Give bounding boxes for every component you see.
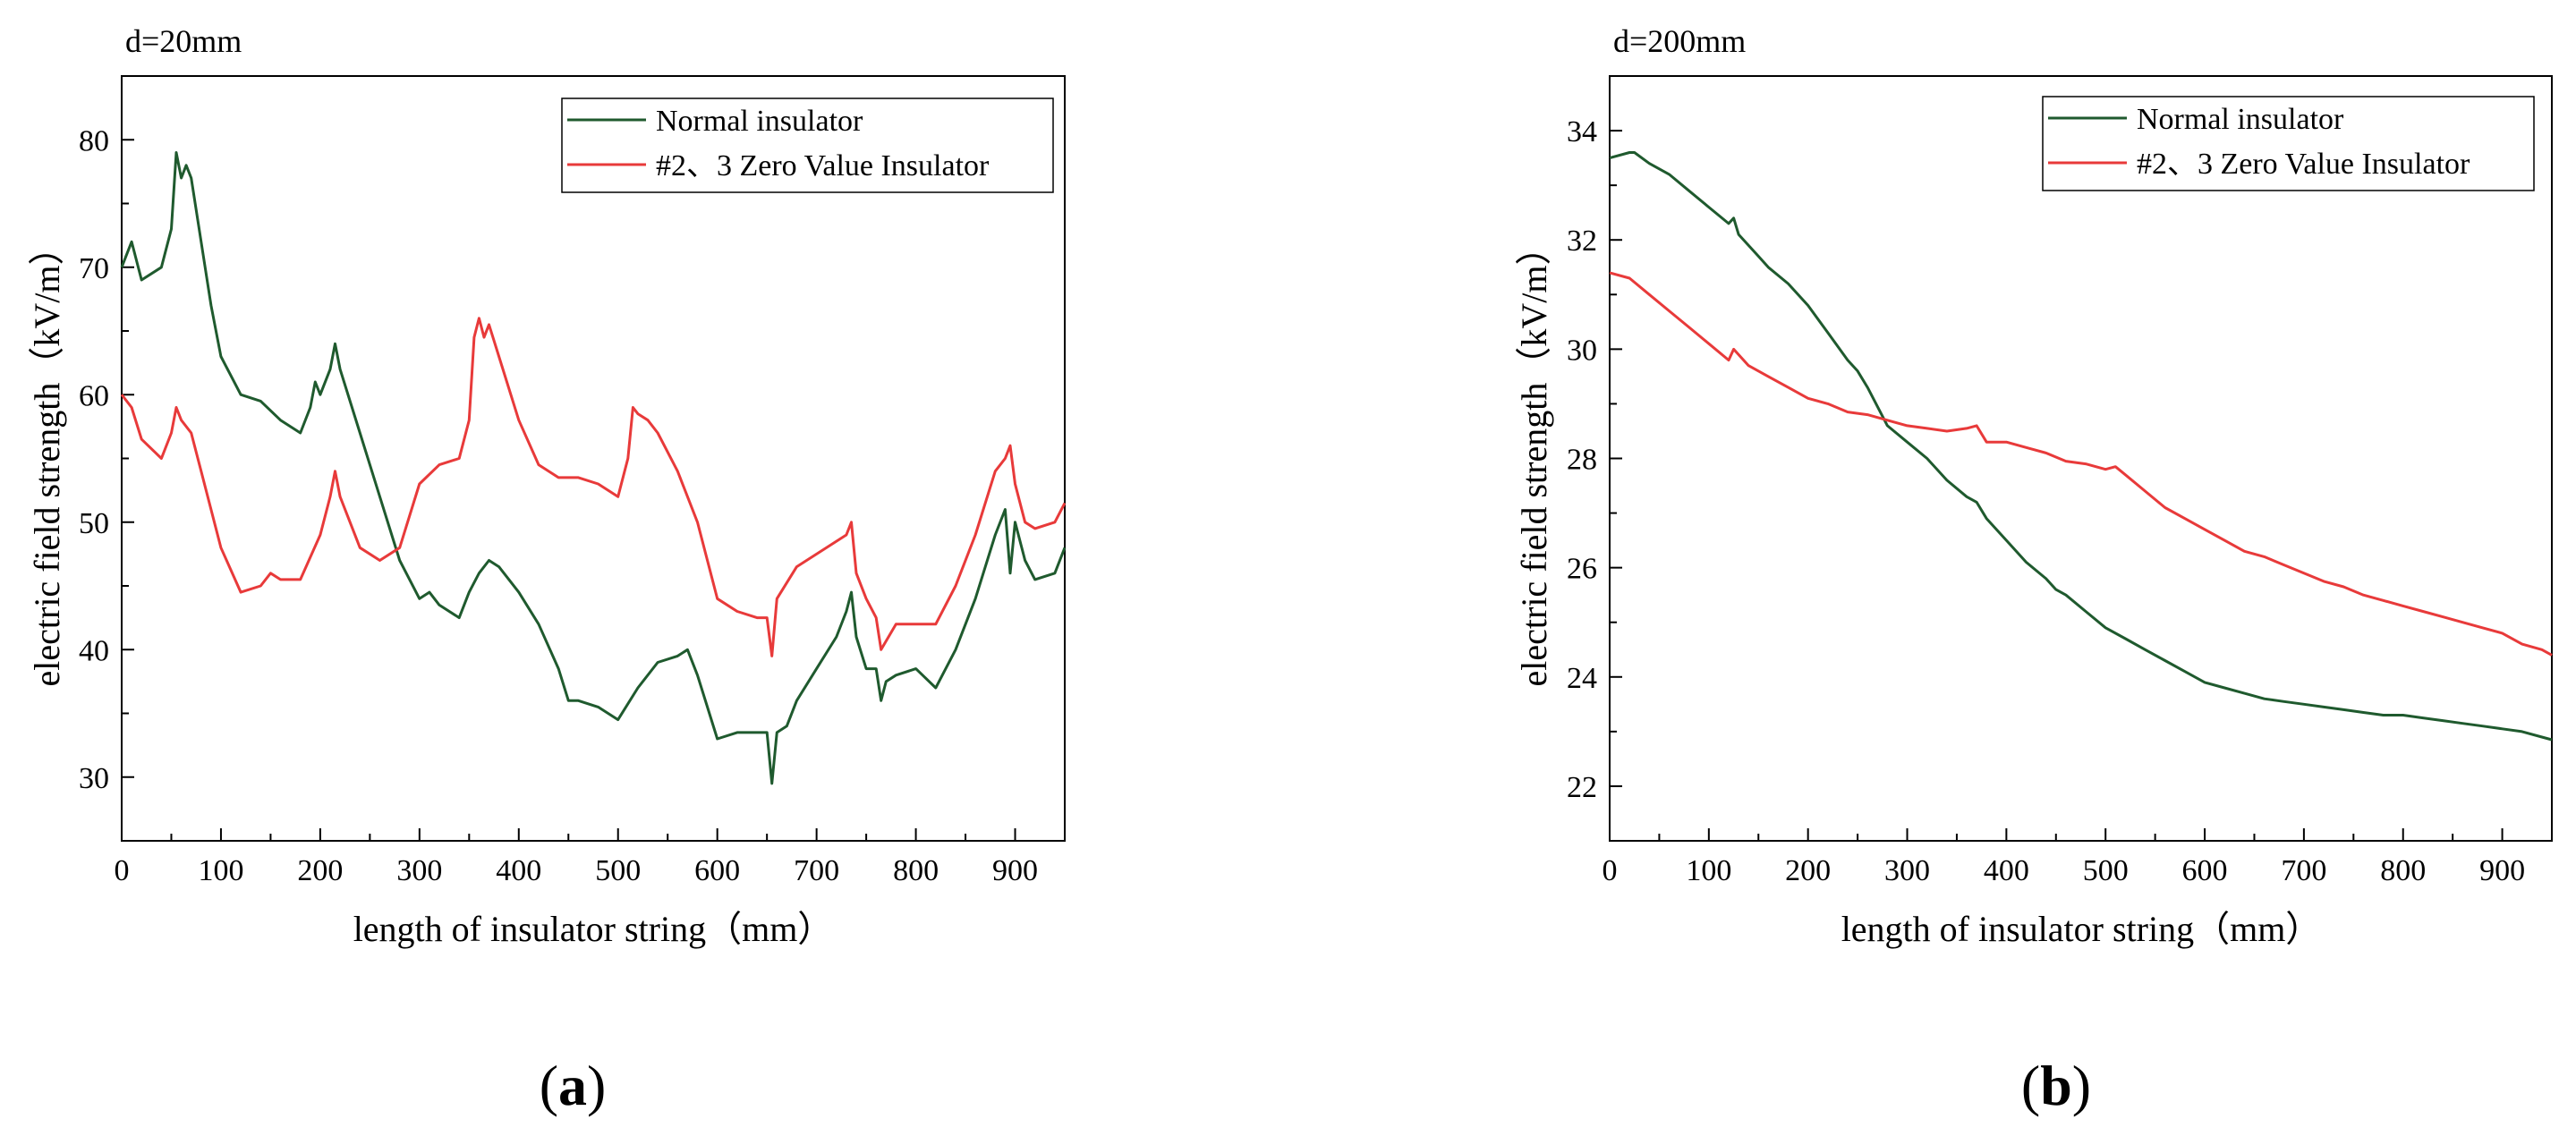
panel-a-x-tick-label: 500 — [595, 854, 641, 887]
panel-a-x-tick-label: 200 — [297, 854, 343, 887]
panel-b-legend-label-zero-value: #2、3 Zero Value Insulator — [2137, 148, 2470, 181]
panel-b-series-line-zero-value — [1609, 271, 2553, 657]
panel-a-x-tick-label: 0 — [115, 854, 130, 887]
panel-a-distance-label: d=20mm — [125, 23, 242, 59]
panel-b-x-tick-label: 200 — [1785, 854, 1831, 887]
panel-b-y-tick-label: 28 — [1567, 444, 1597, 477]
panel-b-y-tick-label: 22 — [1567, 771, 1597, 804]
panel-b-x-tick-label: 300 — [1884, 854, 1930, 887]
panel-a-x-tick-label: 700 — [794, 854, 839, 887]
panel-b-x-tick-label: 700 — [2281, 854, 2326, 887]
panel-b-distance-label: d=200mm — [1613, 23, 1746, 59]
panel-a-y-tick-label: 70 — [79, 252, 109, 285]
panel-b-x-axis-title: length of insulator string（mm） — [1841, 909, 2322, 949]
panel-a-y-ticks: 30 40 50 60 70 80 — [79, 75, 134, 795]
panel-b-series-lines — [1609, 151, 2553, 742]
panel-a-series-line-normal — [120, 151, 1067, 785]
panel-b-x-ticks: 0 100 200 300 400 500 600 700 800 900 — [1603, 828, 2525, 887]
panel-a-series-lines — [120, 151, 1067, 785]
panel-b-y-tick-label: 24 — [1567, 662, 1597, 695]
panel-b-x-tick-label: 600 — [2182, 854, 2228, 887]
chart-panel-b: d=200mm 0 100 200 300 400 500 600 700 800 900 222… — [1514, 23, 2553, 1117]
panel-b-caption-letter: b — [2040, 1054, 2072, 1117]
panel-b-x-tick-label: 800 — [2380, 854, 2426, 887]
panel-a-x-tick-label: 300 — [396, 854, 442, 887]
panel-b-x-tick-label: 400 — [1984, 854, 2029, 887]
panel-a-x-tick-label: 600 — [694, 854, 740, 887]
panel-b-y-ticks: 22 24 26 28 30 32 34 — [1567, 75, 1622, 804]
panel-b-y-tick-label: 34 — [1567, 115, 1597, 148]
panel-b-x-tick-label: 0 — [1603, 854, 1618, 887]
panel-a-x-tick-label: 100 — [198, 854, 243, 887]
panel-b-y-tick-label: 26 — [1567, 553, 1597, 586]
panel-b-legend: Normal insulator #2、3 Zero Value Insulat… — [2042, 96, 2535, 191]
panel-a-legend-box — [561, 97, 1054, 193]
panel-a-y-tick-label: 60 — [79, 379, 109, 412]
panel-a-y-tick-label: 50 — [79, 507, 109, 540]
panel-b-x-tick-label: 100 — [1686, 854, 1731, 887]
panel-a-y-tick-label: 80 — [79, 124, 109, 157]
panel-b-caption: (b) — [2021, 1054, 2091, 1117]
panel-b-x-tick-label: 900 — [2479, 854, 2525, 887]
panel-b-legend-box — [2042, 96, 2535, 191]
panel-b-y-tick-label: 30 — [1567, 334, 1597, 367]
panel-a-x-tick-label: 800 — [893, 854, 939, 887]
panel-a-y-tick-label: 40 — [79, 634, 109, 667]
panel-a-x-axis-title: length of insulator string（mm） — [353, 909, 834, 949]
panel-a-x-tick-label: 900 — [992, 854, 1038, 887]
panel-b-legend-label-normal: Normal insulator — [2137, 103, 2344, 136]
panel-a-series-line-zero-value — [120, 317, 1067, 657]
panel-a-y-tick-label: 30 — [79, 762, 109, 795]
panel-a-x-tick-label: 400 — [496, 854, 541, 887]
panel-b-y-axis-title: electric field strength（kV/m） — [1514, 230, 1554, 687]
panel-b-y-tick-label: 32 — [1567, 225, 1597, 258]
panel-b-series-line-normal — [1609, 151, 2553, 742]
panel-a-legend-label-normal: Normal insulator — [656, 105, 863, 138]
panel-a-legend: Normal insulator #2、3 Zero Value Insulat… — [561, 97, 1054, 193]
panel-a-legend-label-zero-value: #2、3 Zero Value Insulator — [656, 149, 990, 182]
panel-a-caption: (a) — [540, 1054, 607, 1117]
panel-a-x-ticks: 0 100 200 300 400 500 600 700 800 900 — [115, 828, 1038, 887]
panel-b-x-tick-label: 500 — [2083, 854, 2129, 887]
panel-a-y-axis-title: electric field strength（kV/m） — [27, 230, 67, 687]
panel-a-caption-letter: a — [558, 1054, 587, 1117]
chart-panel-a: d=20mm 0 100 200 300 400 500 600 700 800 900 30 40… — [27, 23, 1067, 1117]
